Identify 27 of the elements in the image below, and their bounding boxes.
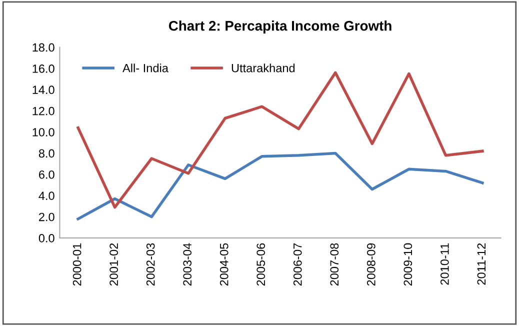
y-tick-label: 12.0	[32, 106, 54, 116]
chart-title: Chart 2: Percapita Income Growth	[168, 20, 392, 34]
x-tick-label: 2007-08	[330, 243, 339, 286]
y-tick-label: 18.0	[32, 43, 54, 52]
y-tick-label: 8.0	[38, 149, 54, 158]
x-tick-label: 2006-07	[293, 243, 302, 286]
y-tick-label: 14.0	[32, 86, 54, 94]
x-tick-label: 2005-06	[256, 243, 266, 286]
line-series	[76, 152, 484, 220]
x-tick-label: 2010-11	[440, 243, 449, 285]
legend-label: Uttarakhand	[232, 64, 295, 72]
x-tick-label: 2003-04	[183, 243, 192, 286]
x-tick-label: 2008-09	[366, 243, 376, 286]
y-tick-label: 10.0	[32, 128, 54, 136]
x-tick-label: 2001-02	[110, 243, 118, 286]
y-tick-label: 16.0	[32, 64, 54, 73]
line-series	[76, 71, 484, 209]
x-tick-label: 2002-03	[146, 243, 155, 286]
x-tick-label: 2009-10	[404, 243, 412, 286]
y-tick-label: 6.0	[39, 170, 54, 179]
y-tick-label: 2.0	[39, 212, 54, 222]
y-tick-label: 4.0	[38, 192, 54, 200]
legend-label: All- India	[122, 64, 168, 72]
x-tick-label: 2011-12	[477, 243, 486, 285]
x-tick-label: 2004-05	[220, 243, 228, 286]
x-tick-label: 2000-01	[72, 243, 82, 286]
y-tick-label: 0.0	[38, 234, 54, 242]
